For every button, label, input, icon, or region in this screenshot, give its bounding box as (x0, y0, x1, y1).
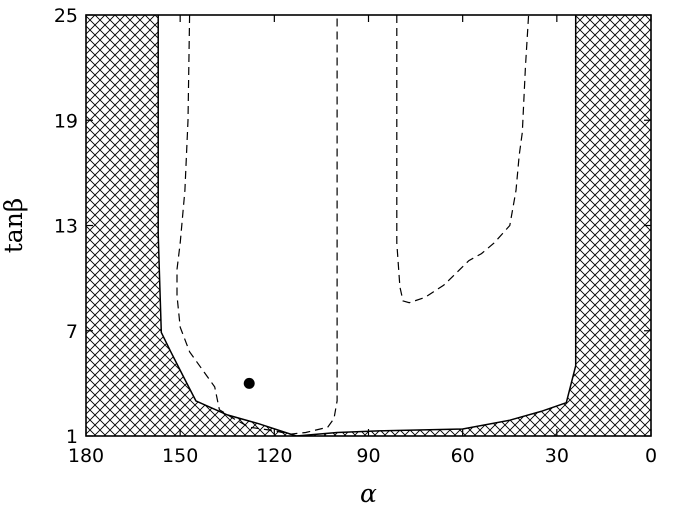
x-tick-label: 150 (162, 445, 198, 467)
x-tick-label: 60 (451, 445, 475, 467)
x-tick-label: 120 (256, 445, 292, 467)
y-tick-label: 1 (66, 426, 78, 448)
x-tick-label: 0 (645, 445, 657, 467)
y-tick-label: 19 (54, 110, 78, 132)
plot-area (86, 15, 651, 436)
excluded-region-boundary (157, 15, 577, 436)
y-tick-label: 13 (54, 216, 78, 238)
data-point-marker-1 (243, 377, 255, 389)
x-tick-label: 180 (68, 445, 104, 467)
tick-labels: 180 150 120 90 60 30 0 1 7 13 19 25 (54, 5, 657, 467)
dashed-contour-2 (396, 15, 530, 304)
y-tick-label: 7 (66, 321, 78, 343)
x-axis-title: α (360, 479, 377, 507)
y-tick-label: 25 (54, 5, 78, 27)
dashed-contour-1 (176, 15, 338, 435)
x-tick-label: 30 (545, 445, 569, 467)
x-tick-label: 90 (356, 445, 380, 467)
excluded-region-hatch (86, 15, 651, 436)
y-axis-title: tanβ (0, 198, 28, 254)
plot-frame (85, 14, 652, 437)
